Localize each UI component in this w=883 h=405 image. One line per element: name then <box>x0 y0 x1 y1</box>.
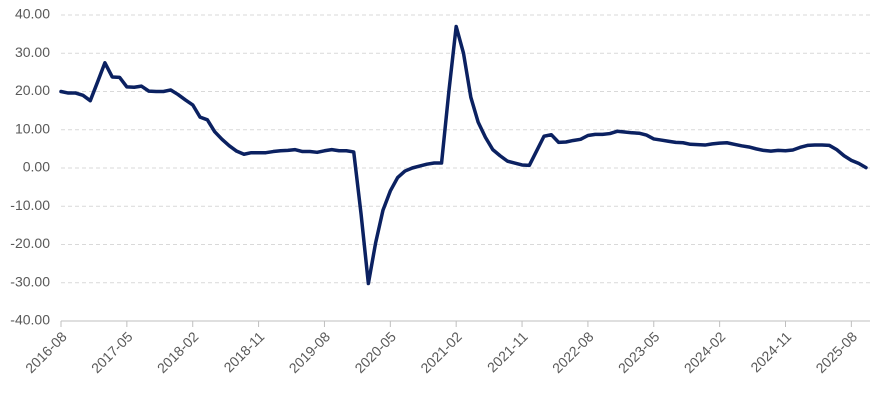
x-tick-label: 2018-02 <box>154 328 202 376</box>
x-tick-label: 2024-11 <box>747 328 794 375</box>
y-tick-label: -30.00 <box>10 273 50 289</box>
y-tick-label: 0.00 <box>23 159 50 175</box>
x-tick-label: 2019-08 <box>286 328 334 376</box>
y-tick-label: -40.00 <box>10 312 50 328</box>
y-tick-label: -10.00 <box>10 197 50 213</box>
x-tick-label: 2025-08 <box>812 328 860 376</box>
y-tick-label: 20.00 <box>15 82 50 98</box>
x-tick-label: 2021-02 <box>417 328 465 376</box>
x-tick-label: 2021-11 <box>484 328 531 375</box>
y-tick-label: -20.00 <box>10 235 50 251</box>
line <box>59 24 868 286</box>
x-tick-label: 2017-05 <box>88 328 136 376</box>
x-tick-label: 2016-08 <box>22 328 70 376</box>
x-tick-label: 2018-11 <box>220 328 267 375</box>
x-tick-label: 2022-08 <box>549 328 597 376</box>
y-tick-label: 40.00 <box>15 6 50 22</box>
y-tick-label: 30.00 <box>15 44 50 60</box>
x-tick-label: 2024-02 <box>681 328 729 376</box>
x-tick-label: 2023-05 <box>615 328 663 376</box>
x-tick-label: 2020-05 <box>351 328 399 376</box>
y-tick-label: 10.00 <box>15 120 50 136</box>
